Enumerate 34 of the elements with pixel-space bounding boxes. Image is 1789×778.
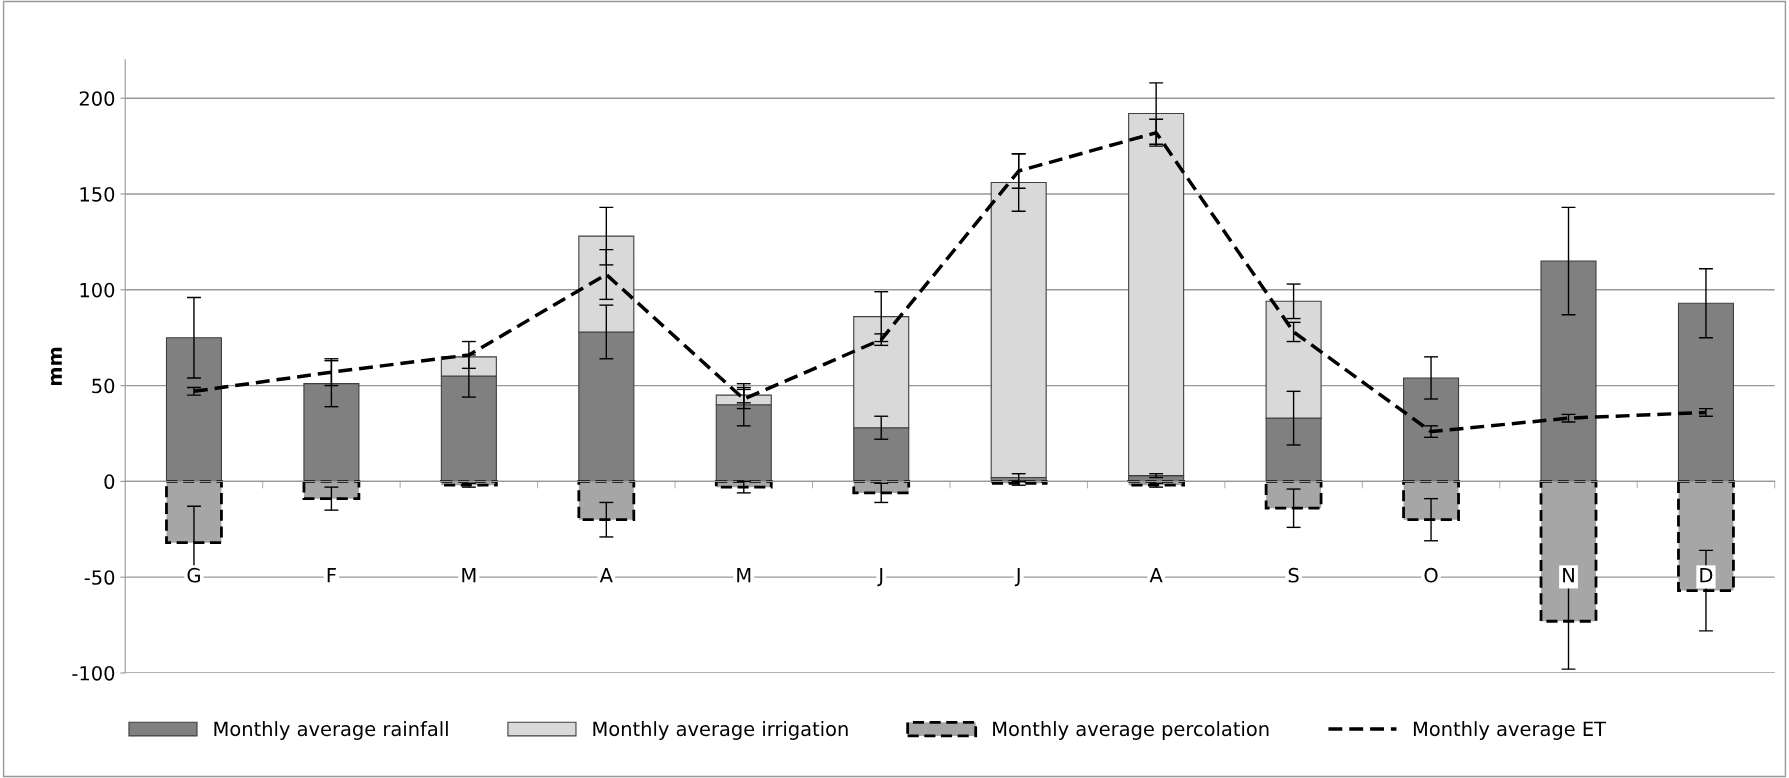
bar (1540, 260, 1597, 482)
y-axis-title: mm (50, 347, 62, 386)
x-tick-label: D (1700, 568, 1713, 583)
y-tick-label: -50 (84, 570, 115, 585)
legend-label: Monthly average irrigation (593, 721, 848, 740)
x-tick-label: A (1149, 568, 1163, 583)
bar (303, 383, 360, 482)
y-tick-label: 200 (79, 91, 115, 106)
x-tick-label: M (462, 568, 476, 583)
x-tick-label: S (1288, 567, 1299, 583)
bar (1127, 480, 1186, 487)
x-tick-label: J (877, 568, 883, 587)
x-tick-label: N (1563, 568, 1574, 583)
x-tick-label: F (327, 568, 336, 583)
y-tick-label: 100 (80, 282, 115, 298)
x-tick-label: J (1014, 568, 1020, 587)
x-tick-label: G (187, 567, 200, 583)
x-tick-label: M (737, 568, 751, 583)
bar (165, 337, 223, 482)
legend-label: Monthly average ET (1413, 721, 1607, 740)
legend-label: Monthly average rainfall (214, 721, 448, 740)
bar (1403, 377, 1460, 482)
y-tick-label: -100 (72, 665, 115, 681)
bar (1677, 302, 1735, 482)
y-tick-label: 50 (92, 378, 115, 394)
legend-label: Monthly average percolation (993, 721, 1269, 740)
y-tick-label: 0 (104, 474, 115, 490)
y-tick-label: 150 (80, 186, 115, 202)
x-tick-label: A (599, 568, 613, 583)
x-tick-label: O (1424, 567, 1438, 583)
bar (1128, 112, 1185, 477)
bar (714, 480, 773, 489)
bar (990, 181, 1047, 479)
bar (439, 480, 498, 487)
